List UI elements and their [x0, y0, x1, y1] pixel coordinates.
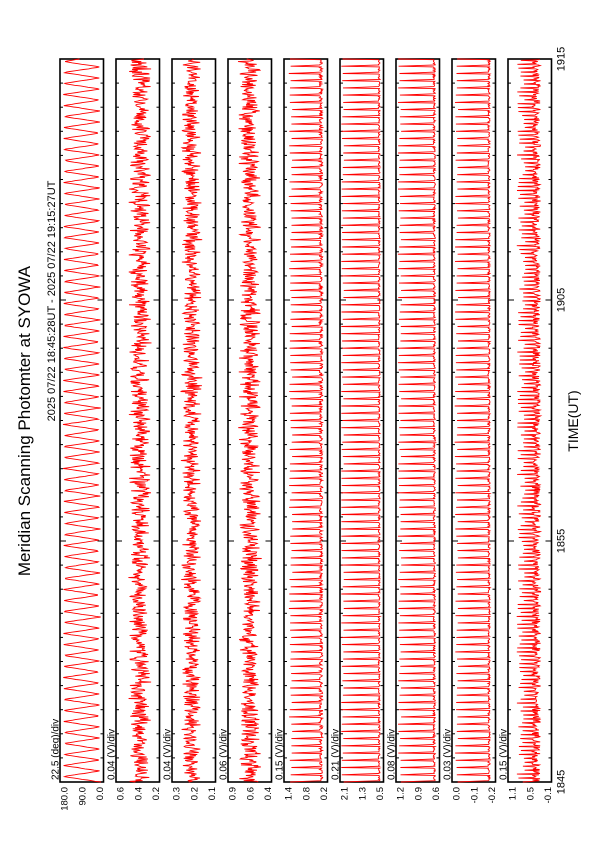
y-tick-label: 0.9 — [413, 787, 424, 800]
x-axis-label: TIME(UT) — [565, 390, 581, 451]
signal-trace — [341, 58, 382, 783]
y-tick-label: 0.1 — [207, 787, 218, 800]
y-tick-label: 0.8 — [301, 787, 312, 800]
y-tick-label: 0.6 — [116, 787, 127, 800]
panel-scale-label: 0.21 (V)/div — [331, 729, 342, 780]
y-tick-label: -0.1 — [469, 787, 480, 803]
y-tick-label: 0.6 — [431, 787, 442, 800]
panel-scale-label: 0.04 (V)/div — [107, 729, 118, 780]
y-tick-label: 180.0 — [60, 787, 71, 811]
y-tick-label: 0.4 — [263, 787, 274, 800]
y-tick-label: 0.9 — [228, 787, 239, 800]
y-tick-label: 0.2 — [319, 787, 330, 800]
signal-trace — [237, 58, 262, 783]
y-tick-label: 0.0 — [452, 787, 463, 800]
y-tick-label: 1.1 — [508, 787, 519, 800]
signal-trace — [516, 58, 543, 783]
x-tick-label: 1905 — [556, 288, 568, 312]
y-tick-label: 0.5 — [525, 787, 536, 800]
y-tick-label: -0.1 — [543, 787, 554, 803]
panel-6: 0.21 (V)/div 2.1 1.3 0.5 — [331, 58, 386, 800]
x-tick-label: 1845 — [556, 770, 568, 794]
panel-3: 0.04 (V)/div 0.3 0.2 0.1 — [163, 58, 218, 800]
panel-8: 0.03 (V)/div 0.0 -0.1 -0.2 — [443, 58, 498, 803]
chart-title: Meridian Scanning Photomter at SYOWA — [15, 265, 34, 576]
y-tick-label: 2.1 — [340, 787, 351, 800]
signal-trace — [62, 58, 101, 783]
y-tick-label: 0.0 — [95, 787, 106, 800]
y-tick-label: 0.6 — [245, 787, 256, 800]
y-tick-label: 0.2 — [151, 787, 162, 800]
y-tick-label: 0.2 — [189, 787, 200, 800]
x-tick-label: 1915 — [556, 47, 568, 71]
time-range: 2025 07/22 18:45:28UT - 2025 07/22 19:15… — [46, 180, 58, 421]
panel-scale-label: 0.04 (V)/div — [163, 729, 174, 780]
panel-1: 22.5 (deg)/div 180.0 90.0 0.0 — [51, 58, 106, 811]
y-tick-label: 1.2 — [396, 787, 407, 800]
panel-5: 0.15 (V)/div 1.4 0.8 0.2 — [275, 58, 330, 800]
x-tick-label: 1855 — [556, 529, 568, 553]
y-tick-label: 0.3 — [172, 787, 183, 800]
y-tick-label: 1.4 — [284, 787, 295, 800]
signal-trace — [179, 58, 203, 783]
signal-trace — [397, 58, 438, 783]
signal-trace — [128, 58, 152, 783]
panel-scale-label: 0.15 (V)/div — [499, 729, 510, 780]
signal-trace — [454, 58, 492, 783]
panel-scale-label: 0.06 (V)/div — [219, 729, 230, 780]
y-tick-label: 0.4 — [133, 787, 144, 800]
panel-2: 0.04 (V)/div 0.6 0.4 0.2 — [107, 58, 162, 800]
panel-scale-label: 22.5 (deg)/div — [51, 719, 62, 780]
panel-4: 0.06 (V)/div 0.9 0.6 0.4 — [219, 58, 274, 800]
panel-scale-label: 0.15 (V)/div — [275, 729, 286, 780]
panel-9: 0.15 (V)/div 1.1 0.5 -0.1 — [499, 58, 554, 803]
panel-scale-label: 0.08 (V)/div — [387, 729, 398, 780]
y-tick-label: 1.3 — [357, 787, 368, 800]
panel-scale-label: 0.03 (V)/div — [443, 729, 454, 780]
panel-7: 0.08 (V)/div 1.2 0.9 0.6 — [387, 58, 442, 800]
panel-frame — [59, 58, 105, 783]
y-tick-label: -0.2 — [487, 787, 498, 803]
y-tick-label: 90.0 — [77, 787, 88, 806]
y-tick-label: 0.5 — [375, 787, 386, 800]
signal-trace — [288, 58, 325, 783]
